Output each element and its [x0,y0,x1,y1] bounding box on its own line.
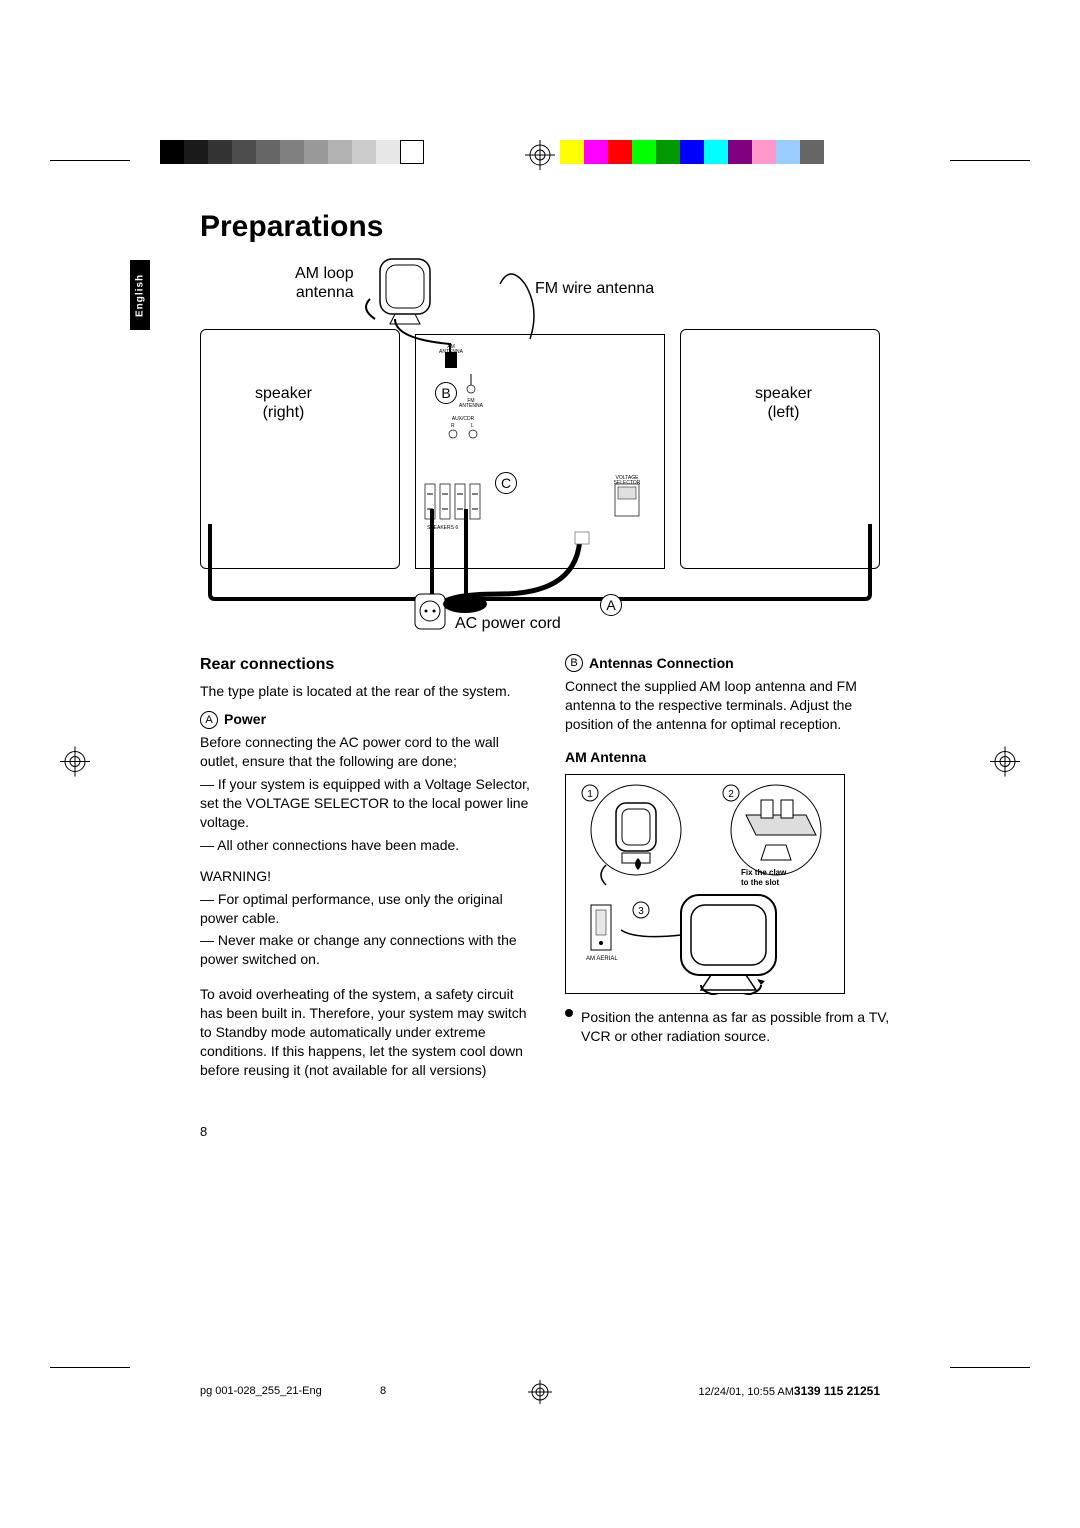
swatch [800,140,824,164]
registration-mark-right [990,747,1020,782]
language-tab: English [130,260,150,330]
speaker-left-box [680,329,880,569]
bullet-text: Position the antenna as far as possible … [581,1008,900,1046]
color-swatches [560,140,824,164]
swatch [704,140,728,164]
swatch [584,140,608,164]
page-number: 8 [200,1124,930,1139]
swatch [560,140,584,164]
swatch [304,140,328,164]
power-heading: Power [224,710,266,729]
swatch [208,140,232,164]
power-intro: Before connecting the AC power cord to t… [200,733,535,771]
bullet-position-antenna: Position the antenna as far as possible … [565,1004,900,1050]
am-loop-label: AM loop antenna [295,264,354,302]
swatch [328,140,352,164]
power-item-2: — All other connections have been made. [200,836,535,855]
callout-c: C [495,472,517,494]
am-antenna-diagram: 1 Fix the claw to the slot 2 AM AERIAL [565,774,845,994]
footer-partno: 3139 115 21251 [794,1384,880,1398]
swatch [376,140,400,164]
center-unit-box [415,334,665,569]
speaker-right-label: speaker (right) [255,384,312,422]
am-antenna-heading: AM Antenna [565,748,900,767]
warn-item-1: — For optimal performance, use only the … [200,890,535,928]
antennas-text: Connect the supplied AM loop antenna and… [565,677,900,734]
crop-line [950,1367,1030,1368]
registration-mark-left [60,747,90,782]
antennas-callout: B [565,654,583,672]
left-column: Rear connections The type plate is locat… [200,654,535,1084]
footer-page: 8 [380,1385,386,1397]
right-column: B Antennas Connection Connect the suppli… [565,654,900,1084]
crop-line [950,160,1030,161]
step-2: 2 [728,789,734,800]
swatch [632,140,656,164]
type-plate-text: The type plate is located at the rear of… [200,682,535,701]
footer-timestamp: 12/24/01, 10:55 AM [698,1386,793,1398]
power-callout: A [200,711,218,729]
text-columns: Rear connections The type plate is locat… [200,654,900,1084]
am-aerial-text: AM AERIAL [586,956,618,962]
callout-a: A [600,594,622,616]
swatch [400,140,424,164]
fix-claw-text: Fix the claw [741,868,787,877]
warning-label: WARNING! [200,867,535,886]
footer: pg 001-028_255_21-Eng 8 12/24/01, 10:55 … [0,1384,1080,1398]
crop-line [50,1367,130,1368]
crop-line [50,160,130,161]
swatch [728,140,752,164]
overheat-text: To avoid overheating of the system, a sa… [200,985,535,1079]
footer-filename: pg 001-028_255_21-Eng [200,1385,322,1397]
fm-wire-label: FM wire antenna [535,279,654,298]
swatch [608,140,632,164]
power-item-1: — If your system is equipped with a Volt… [200,775,535,832]
connection-diagram: AM ANTENNA FM ANTENNA AUX/CDR RL [200,254,880,634]
bullet-icon [565,1009,573,1017]
step-3: 3 [638,906,644,917]
page-content: English Preparations [150,210,930,1139]
swatch [680,140,704,164]
grayscale-swatches [160,140,424,164]
page-title: Preparations [200,210,930,244]
speaker-right-box [200,329,400,569]
swatch [256,140,280,164]
registration-mark-top [525,140,555,175]
swatch [656,140,680,164]
callout-b: B [435,382,457,404]
svg-text:to the slot: to the slot [741,878,780,887]
antennas-heading: Antennas Connection [589,654,734,673]
warn-item-2: — Never make or change any connections w… [200,931,535,969]
swatch [352,140,376,164]
swatch [752,140,776,164]
speaker-left-label: speaker (left) [755,384,812,422]
rear-connections-heading: Rear connections [200,654,535,676]
swatch [232,140,256,164]
swatch [160,140,184,164]
swatch [280,140,304,164]
printer-marks-top [0,140,1080,200]
swatch [776,140,800,164]
step-1: 1 [587,789,593,800]
swatch [184,140,208,164]
ac-power-label: AC power cord [455,614,561,633]
registration-mark-bottom [528,1380,552,1407]
